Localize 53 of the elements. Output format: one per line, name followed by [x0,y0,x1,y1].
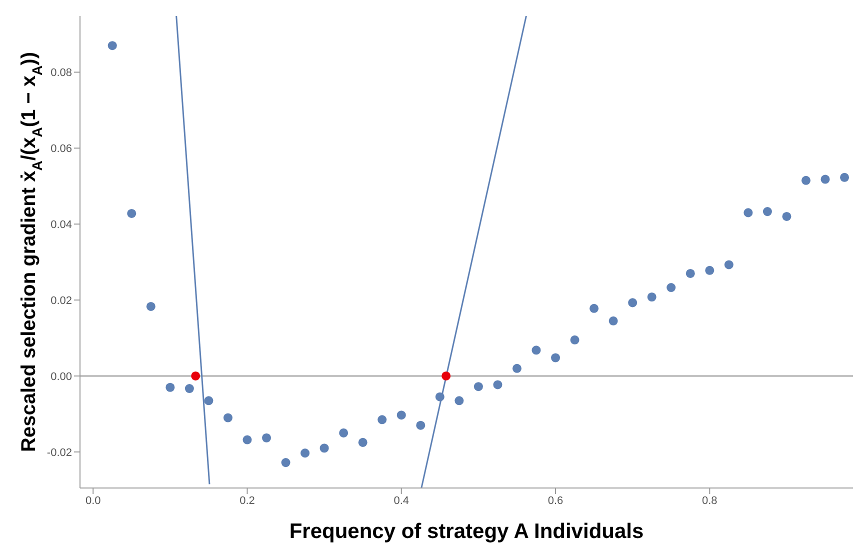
point [512,364,522,373]
point [762,207,772,216]
point [686,268,695,278]
y-tick-label: 0.02 [50,294,72,307]
point [532,346,541,355]
point [339,428,348,438]
point [262,433,272,442]
point [744,208,753,218]
point [184,384,194,394]
point [628,298,638,308]
x-tick-label: 0.2 [240,494,255,507]
point [108,41,117,50]
point [551,353,560,362]
point [570,335,580,344]
y-tick-label: -0.02 [46,446,72,459]
point [647,292,656,302]
point [608,316,618,326]
y-tick-label: 0.06 [50,143,72,156]
point [724,260,734,270]
point [666,283,676,292]
y-tick-label: 0.08 [50,67,72,80]
y-tick-label: 0.00 [50,370,72,383]
point [300,448,310,458]
point [191,371,200,380]
x-tick-label: 0.6 [548,494,564,507]
point [416,420,426,430]
point [454,396,464,406]
point [590,304,599,313]
x-tick-label: 0.8 [702,494,718,507]
point [358,438,368,447]
point [493,380,502,390]
point [223,413,232,422]
point [820,174,830,184]
point [442,371,451,380]
point [782,212,792,221]
point [435,392,444,402]
point [281,458,290,468]
x-tick-label: 0.0 [85,494,101,507]
point [396,410,406,420]
point [166,382,175,392]
point [840,172,850,182]
point [474,382,483,392]
point [378,415,387,424]
point [204,396,214,406]
point [320,444,329,453]
x-tick-label: 0.4 [394,494,410,507]
point [146,302,156,311]
y-tick-label: 0.04 [50,218,72,231]
x-axis-title: Frequency of strategy A Individuals [289,520,644,543]
point [242,435,252,444]
point [705,266,714,275]
point [801,176,810,185]
point [127,208,136,218]
